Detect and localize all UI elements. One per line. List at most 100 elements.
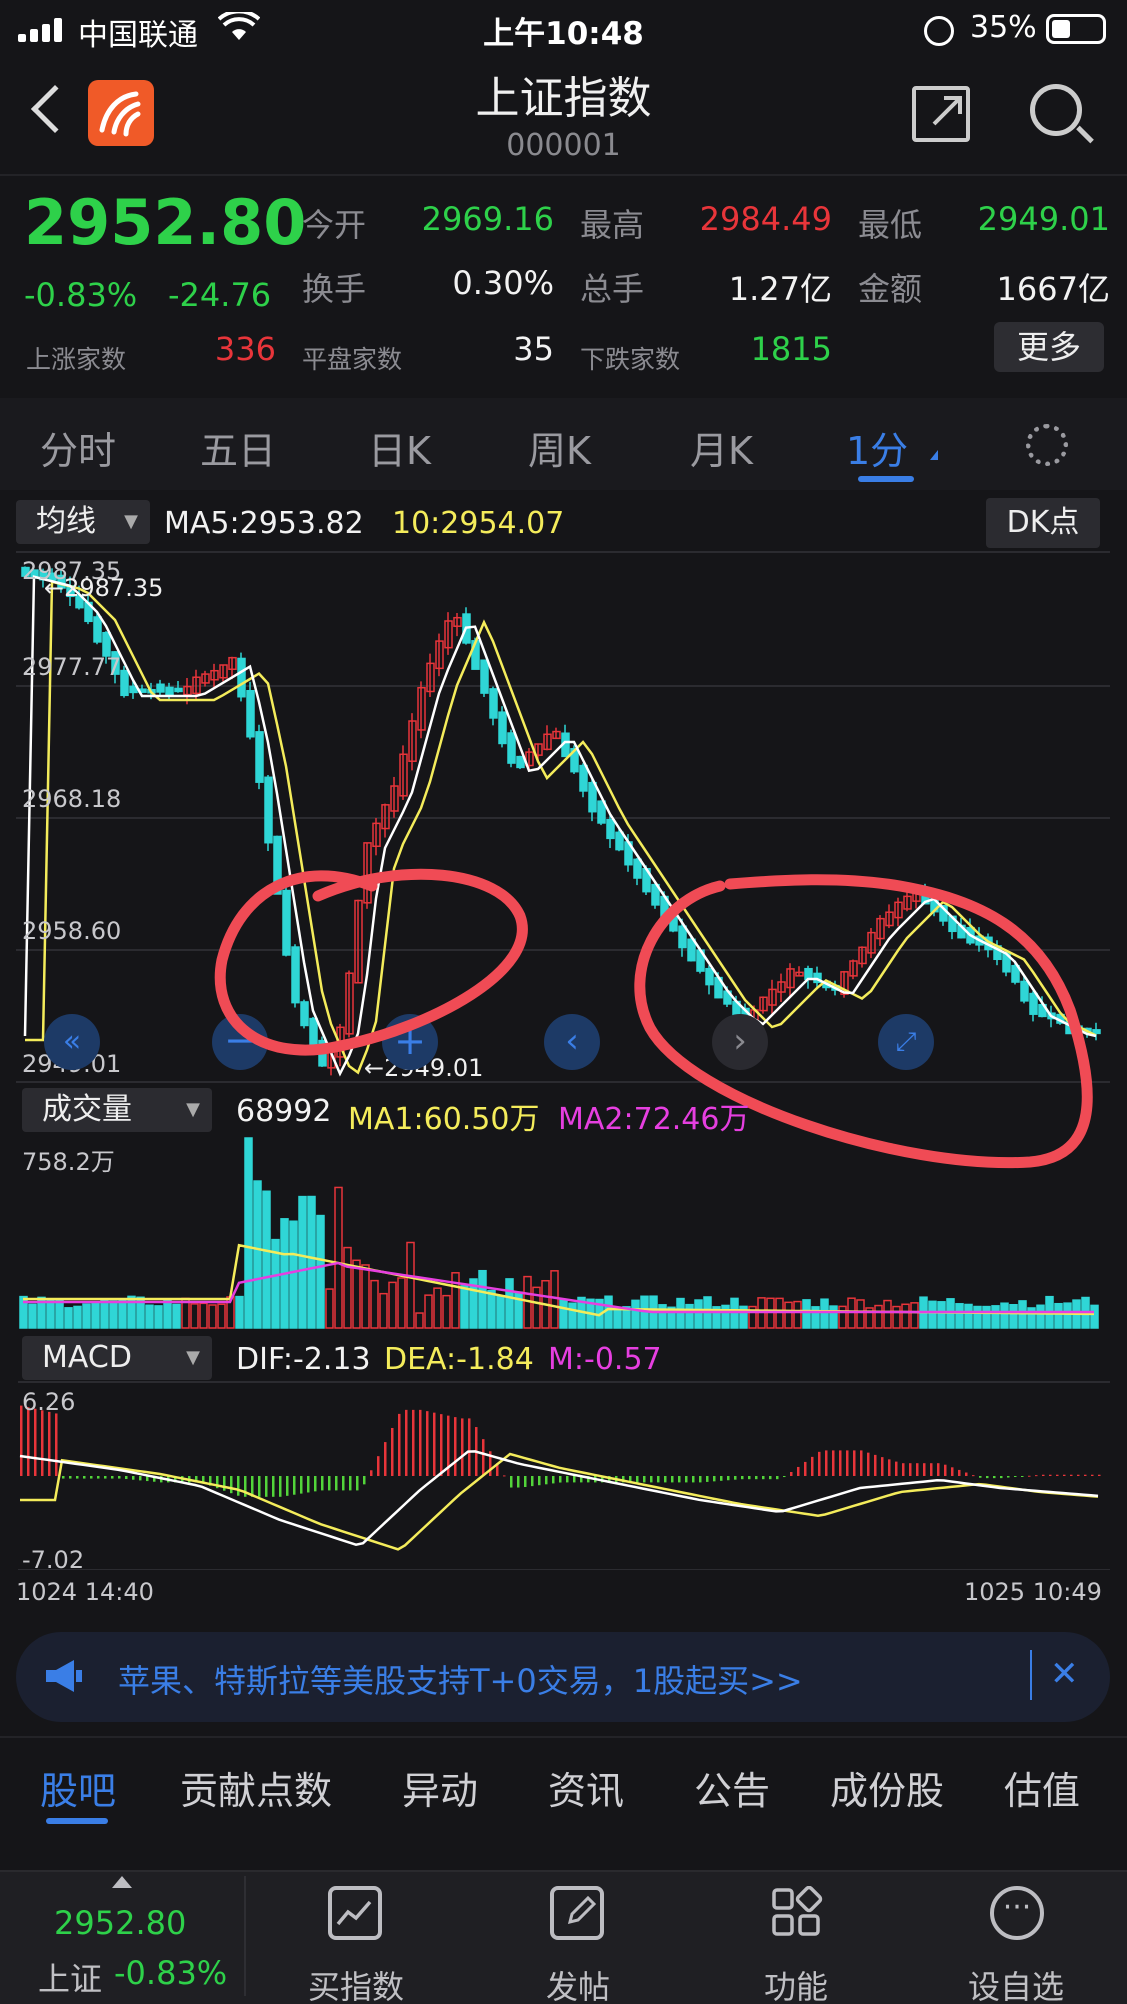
macd-bar [48, 1411, 51, 1476]
search-icon[interactable] [1030, 84, 1082, 136]
candle [597, 800, 606, 824]
candle [102, 631, 111, 657]
close-icon[interactable]: ✕ [1050, 1654, 1079, 1694]
macd-indicator-selector[interactable]: MACD ▼ [22, 1336, 212, 1380]
max-annotation: ←2987.35 [44, 574, 164, 602]
functions-button[interactable]: 功能 [763, 1968, 828, 2004]
edit-icon[interactable] [550, 1886, 604, 1940]
share-icon[interactable] [912, 86, 970, 142]
tab-news[interactable]: 资讯 [548, 1769, 625, 1813]
macd-bar [1007, 1476, 1010, 1478]
volume-chart[interactable] [0, 1134, 1127, 1334]
candle [399, 753, 408, 797]
macd-bar [727, 1476, 730, 1481]
buy-index-button[interactable]: 买指数 [307, 1968, 404, 2004]
trend-chart-icon[interactable] [328, 1886, 382, 1940]
macd-bar [34, 1408, 37, 1476]
macd-chart[interactable] [0, 1380, 1127, 1570]
tab-monthly-k[interactable]: 月K [690, 429, 753, 473]
tab-anomaly[interactable]: 异动 [402, 1769, 479, 1813]
zoom-out-icon[interactable]: − [212, 1014, 268, 1070]
volume-bar [253, 1180, 262, 1329]
macd-bar [636, 1476, 639, 1483]
macd-bar [69, 1476, 72, 1479]
tab-intraday[interactable]: 分时 [40, 429, 117, 473]
ma10-line [25, 580, 1097, 1075]
candle [543, 733, 552, 751]
volume-bar [685, 1303, 694, 1329]
macd-bar [706, 1476, 709, 1482]
more-dots-icon[interactable]: ··· [990, 1886, 1044, 1940]
volume-bar [829, 1305, 838, 1329]
carrier-name: 中国联通 [78, 18, 198, 53]
toolbar-divider [244, 1876, 246, 1996]
tab-daily-k[interactable]: 日K [368, 429, 431, 473]
change-value: -24.76 [168, 276, 272, 314]
volume-bar [721, 1304, 730, 1329]
add-watchlist-button[interactable]: 设自选 [967, 1968, 1064, 2004]
fullscreen-icon[interactable]: ⤢ [878, 1014, 934, 1070]
macd-bar [230, 1476, 233, 1494]
price-chart[interactable] [0, 550, 1127, 1090]
macd-bar [370, 1470, 373, 1476]
banner-text[interactable]: 苹果、特斯拉等美股支持T+0交易，1股起买>> [118, 1662, 803, 1700]
indicator-selector[interactable]: 均线 ▼ [16, 500, 150, 544]
volume-indicator-selector[interactable]: 成交量 ▼ [22, 1088, 212, 1132]
zoom-in-icon[interactable]: + [382, 1014, 438, 1070]
x-label-end: 1025 10:49 [964, 1578, 1102, 1606]
flat-count: 35 [513, 330, 554, 368]
chevron-up-icon[interactable] [112, 1876, 132, 1888]
dk-point-button[interactable]: DK点 [986, 498, 1100, 548]
volume-bar [379, 1292, 388, 1329]
gear-icon[interactable] [1026, 424, 1068, 466]
toolbar-index-name[interactable]: 上证 [38, 1960, 103, 1998]
tab-contribution[interactable]: 贡献点数 [180, 1769, 333, 1813]
tab-five-day[interactable]: 五日 [200, 429, 277, 473]
post-button[interactable]: 发帖 [545, 1968, 610, 2004]
candle [507, 732, 516, 764]
macd-bar [314, 1476, 317, 1492]
macd-bar [391, 1427, 394, 1476]
volume-bar [46, 1299, 55, 1329]
tab-constituents[interactable]: 成份股 [830, 1769, 945, 1813]
macd-bar [958, 1469, 961, 1476]
grid-apps-icon[interactable] [770, 1885, 824, 1940]
macd-bar [657, 1476, 660, 1483]
volume-bar [334, 1186, 343, 1329]
scroll-right-icon[interactable]: › [712, 1014, 768, 1070]
tab-guba[interactable]: 股吧 [40, 1769, 117, 1813]
banner-divider [1030, 1650, 1032, 1700]
tab-weekly-k[interactable]: 周K [528, 429, 591, 473]
battery-icon [1046, 14, 1106, 44]
scroll-left-fast-icon[interactable]: « [44, 1014, 100, 1070]
amount-label: 金额 [858, 270, 923, 308]
promo-banner[interactable] [16, 1632, 1110, 1722]
scroll-left-icon[interactable]: ‹ [544, 1014, 600, 1070]
volume-bar [163, 1299, 172, 1329]
toolbar-index-change[interactable]: -0.83% [114, 1954, 228, 1992]
tab-1min[interactable]: 1分 [846, 429, 909, 473]
volume-bar [361, 1264, 370, 1329]
candle [183, 685, 192, 696]
tab-valuation[interactable]: 估值 [1004, 1769, 1081, 1813]
tab-announcement[interactable]: 公告 [694, 1769, 771, 1813]
candle [1020, 980, 1029, 1002]
volume-bar [1036, 1304, 1045, 1329]
toolbar-index-price[interactable]: 2952.80 [54, 1904, 187, 1942]
macd-bar [356, 1476, 359, 1491]
volume-bar [235, 1295, 244, 1329]
flat-count-label: 平盘家数 [302, 345, 403, 374]
volume-bar [793, 1300, 802, 1329]
volume-bar [1090, 1304, 1099, 1329]
more-button[interactable]: 更多 [994, 322, 1104, 372]
macd-bar [62, 1476, 65, 1479]
volume-bar [388, 1281, 397, 1329]
volume-bar [982, 1305, 991, 1329]
macd-bar [454, 1417, 457, 1476]
macd-bar [1084, 1474, 1087, 1476]
macd-bar [671, 1476, 674, 1483]
macd-bar [874, 1454, 877, 1476]
clock: 上午10:48 [483, 16, 644, 52]
macd-bar [433, 1412, 436, 1476]
volume-ma1: MA1:60.50万 [348, 1102, 540, 1137]
